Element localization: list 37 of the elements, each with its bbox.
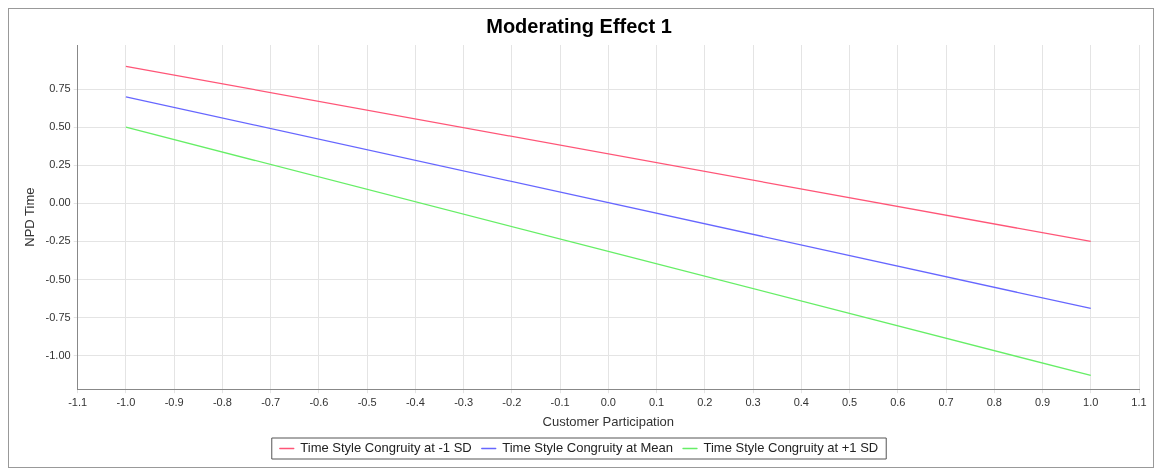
x-tick-label: -1.0	[116, 395, 136, 408]
x-axis-title: Customer Participation	[542, 413, 675, 429]
x-tick-label: 0.2	[697, 395, 713, 408]
x-tick-label: 0.9	[1034, 395, 1051, 408]
y-axis-title: NPD Time	[22, 187, 38, 247]
x-tick-label: -1.1	[68, 395, 88, 408]
x-tick-label: 0.8	[986, 395, 1002, 408]
x-tick-label: -0.5	[357, 395, 377, 408]
x-tick-label: 0.4	[793, 395, 809, 408]
x-tick-label: 0.7	[938, 395, 954, 408]
y-tick-label: -1.00	[45, 348, 71, 361]
y-tick-label: -0.50	[45, 272, 71, 285]
y-tick-label: -0.75	[45, 310, 71, 323]
legend-label: Time Style Congruity at -1 SD	[300, 440, 472, 456]
y-tick-label: 0.75	[49, 82, 71, 95]
y-tick-label: 0.25	[49, 158, 71, 171]
x-tick-label: -0.8	[212, 395, 232, 408]
x-tick-label: -0.4	[405, 395, 425, 408]
y-tick-label: 0.00	[49, 196, 71, 209]
x-tick-label: 1.0	[1083, 395, 1099, 408]
legend-label: Time Style Congruity at Mean	[502, 440, 674, 456]
x-tick-label: 1.1	[1131, 395, 1147, 408]
x-tick-label: -0.6	[309, 395, 329, 408]
x-tick-label: -0.3	[454, 395, 474, 408]
x-tick-label: -0.7	[261, 395, 281, 408]
chart-title: Moderating Effect 1	[486, 14, 672, 37]
y-tick-label: 0.50	[49, 120, 71, 133]
x-tick-label: 0.3	[745, 395, 761, 408]
x-tick-label: -0.1	[550, 395, 570, 408]
legend-label: Time Style Congruity at +1 SD	[703, 440, 879, 456]
x-tick-label: 0.6	[890, 395, 906, 408]
x-tick-label: 0.5	[841, 395, 858, 408]
x-tick-label: -0.2	[502, 395, 522, 408]
y-tick-label: -0.25	[45, 234, 71, 247]
x-tick-label: -0.9	[164, 395, 184, 408]
x-tick-label: 0.0	[600, 395, 616, 408]
x-tick-label: 0.1	[648, 395, 665, 408]
